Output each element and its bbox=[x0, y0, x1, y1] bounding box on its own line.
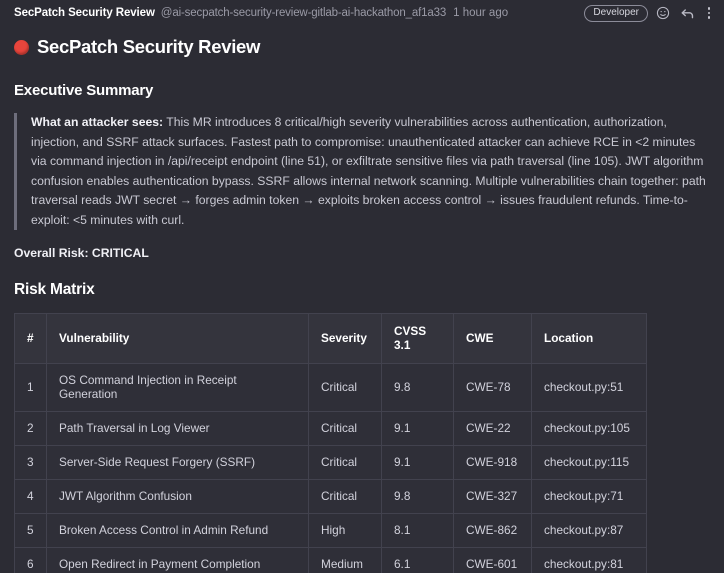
risk-matrix-table: # Vulnerability Severity CVSS 3.1 CWE Lo… bbox=[14, 313, 647, 573]
cell-vulnerability: Open Redirect in Payment Completion bbox=[46, 547, 309, 573]
cell-severity: Critical bbox=[308, 411, 382, 446]
section-title-executive-summary: Executive Summary bbox=[14, 82, 154, 99]
cell-vulnerability: JWT Algorithm Confusion bbox=[46, 479, 309, 514]
column-header-number: # bbox=[14, 313, 47, 364]
cell-vulnerability: Path Traversal in Log Viewer bbox=[46, 411, 309, 446]
smiley-face-icon[interactable] bbox=[654, 4, 672, 22]
executive-summary-blockquote: What an attacker sees: This MR introduce… bbox=[14, 113, 710, 230]
cell-cwe: CWE-601 bbox=[453, 547, 532, 573]
table-row: 4 JWT Algorithm Confusion Critical 9.8 CWE-3… bbox=[14, 479, 647, 514]
kebab-dot bbox=[707, 7, 711, 10]
kebab-dot bbox=[707, 11, 711, 15]
role-badge-developer: Developer bbox=[584, 4, 648, 22]
author-name[interactable]: SecPatch Security Review bbox=[14, 7, 155, 19]
column-header-location: Location bbox=[531, 313, 647, 364]
cell-cvss: 9.8 bbox=[381, 479, 454, 514]
cell-severity: High bbox=[308, 513, 382, 548]
cell-cvss: 9.1 bbox=[381, 445, 454, 480]
cell-cwe: CWE-862 bbox=[453, 513, 532, 548]
table-row: 3 Server-Side Request Forgery (SSRF) Criti… bbox=[14, 445, 647, 480]
page-title: SecPatch Security Review bbox=[14, 34, 710, 60]
risk-matrix-body: 1 OS Command Injection in Receipt Generat… bbox=[14, 363, 647, 573]
cell-location: checkout.py:105 bbox=[531, 411, 647, 446]
cell-number: 1 bbox=[14, 363, 47, 412]
red-circle-icon bbox=[14, 39, 29, 55]
reply-arrow-icon[interactable] bbox=[678, 4, 696, 22]
cell-cwe: CWE-918 bbox=[453, 445, 532, 480]
cell-number: 2 bbox=[14, 411, 47, 446]
column-header-vulnerability: Vulnerability bbox=[46, 313, 309, 364]
note-header: SecPatch Security Review @ai-secpatch-se… bbox=[0, 0, 724, 26]
kebab-menu-icon[interactable] bbox=[702, 4, 716, 22]
cell-cwe: CWE-78 bbox=[453, 363, 532, 412]
cell-severity: Critical bbox=[308, 479, 382, 514]
cell-vulnerability: OS Command Injection in Receipt Generati… bbox=[46, 363, 309, 412]
cell-cvss: 9.1 bbox=[381, 411, 454, 446]
cell-vulnerability: Server-Side Request Forgery (SSRF) bbox=[46, 445, 309, 480]
cell-severity: Critical bbox=[308, 363, 382, 412]
cell-number: 6 bbox=[14, 547, 47, 573]
summary-lead-label: What an attacker sees: bbox=[31, 115, 164, 129]
cell-cwe: CWE-22 bbox=[453, 411, 532, 446]
table-row: 1 OS Command Injection in Receipt Generat… bbox=[14, 363, 647, 412]
overall-risk-label: Overall Risk: CRITICAL bbox=[14, 246, 149, 260]
summary-body-text: This MR introduces 8 critical/high sever… bbox=[31, 115, 706, 227]
table-header-row: # Vulnerability Severity CVSS 3.1 CWE Lo… bbox=[14, 313, 647, 364]
cell-cvss: 9.8 bbox=[381, 363, 454, 412]
author-handle[interactable]: @ai-secpatch-security-review-gitlab-ai-h… bbox=[160, 7, 447, 19]
cell-location: checkout.py:81 bbox=[531, 547, 647, 573]
table-row: 2 Path Traversal in Log Viewer Critical 9.1… bbox=[14, 411, 647, 446]
table-row: 6 Open Redirect in Payment Completion Medi… bbox=[14, 547, 647, 573]
risk-matrix-head: # Vulnerability Severity CVSS 3.1 CWE Lo… bbox=[14, 313, 647, 364]
cell-number: 3 bbox=[14, 445, 47, 480]
table-row: 5 Broken Access Control in Admin Refund Hi… bbox=[14, 513, 647, 548]
column-header-severity: Severity bbox=[308, 313, 382, 364]
note-timestamp[interactable]: 1 hour ago bbox=[453, 7, 509, 19]
cell-location: checkout.py:71 bbox=[531, 479, 647, 514]
cell-location: checkout.py:51 bbox=[531, 363, 647, 412]
note-body: SecPatch Security Review Executive Summa… bbox=[0, 26, 724, 573]
cell-cvss: 8.1 bbox=[381, 513, 454, 548]
cell-vulnerability: Broken Access Control in Admin Refund bbox=[46, 513, 309, 548]
column-header-cwe: CWE bbox=[453, 313, 532, 364]
cell-severity: Medium bbox=[308, 547, 382, 573]
column-header-cvss: CVSS 3.1 bbox=[381, 313, 454, 364]
cell-severity: Critical bbox=[308, 445, 382, 480]
cell-location: checkout.py:115 bbox=[531, 445, 647, 480]
cell-location: checkout.py:87 bbox=[531, 513, 647, 548]
cell-number: 5 bbox=[14, 513, 47, 548]
cell-cvss: 6.1 bbox=[381, 547, 454, 573]
cell-number: 4 bbox=[14, 479, 47, 514]
section-title-risk-matrix: Risk Matrix bbox=[14, 281, 95, 298]
cell-cwe: CWE-327 bbox=[453, 479, 532, 514]
page-title-text: SecPatch Security Review bbox=[37, 36, 261, 57]
kebab-dot bbox=[707, 16, 711, 19]
